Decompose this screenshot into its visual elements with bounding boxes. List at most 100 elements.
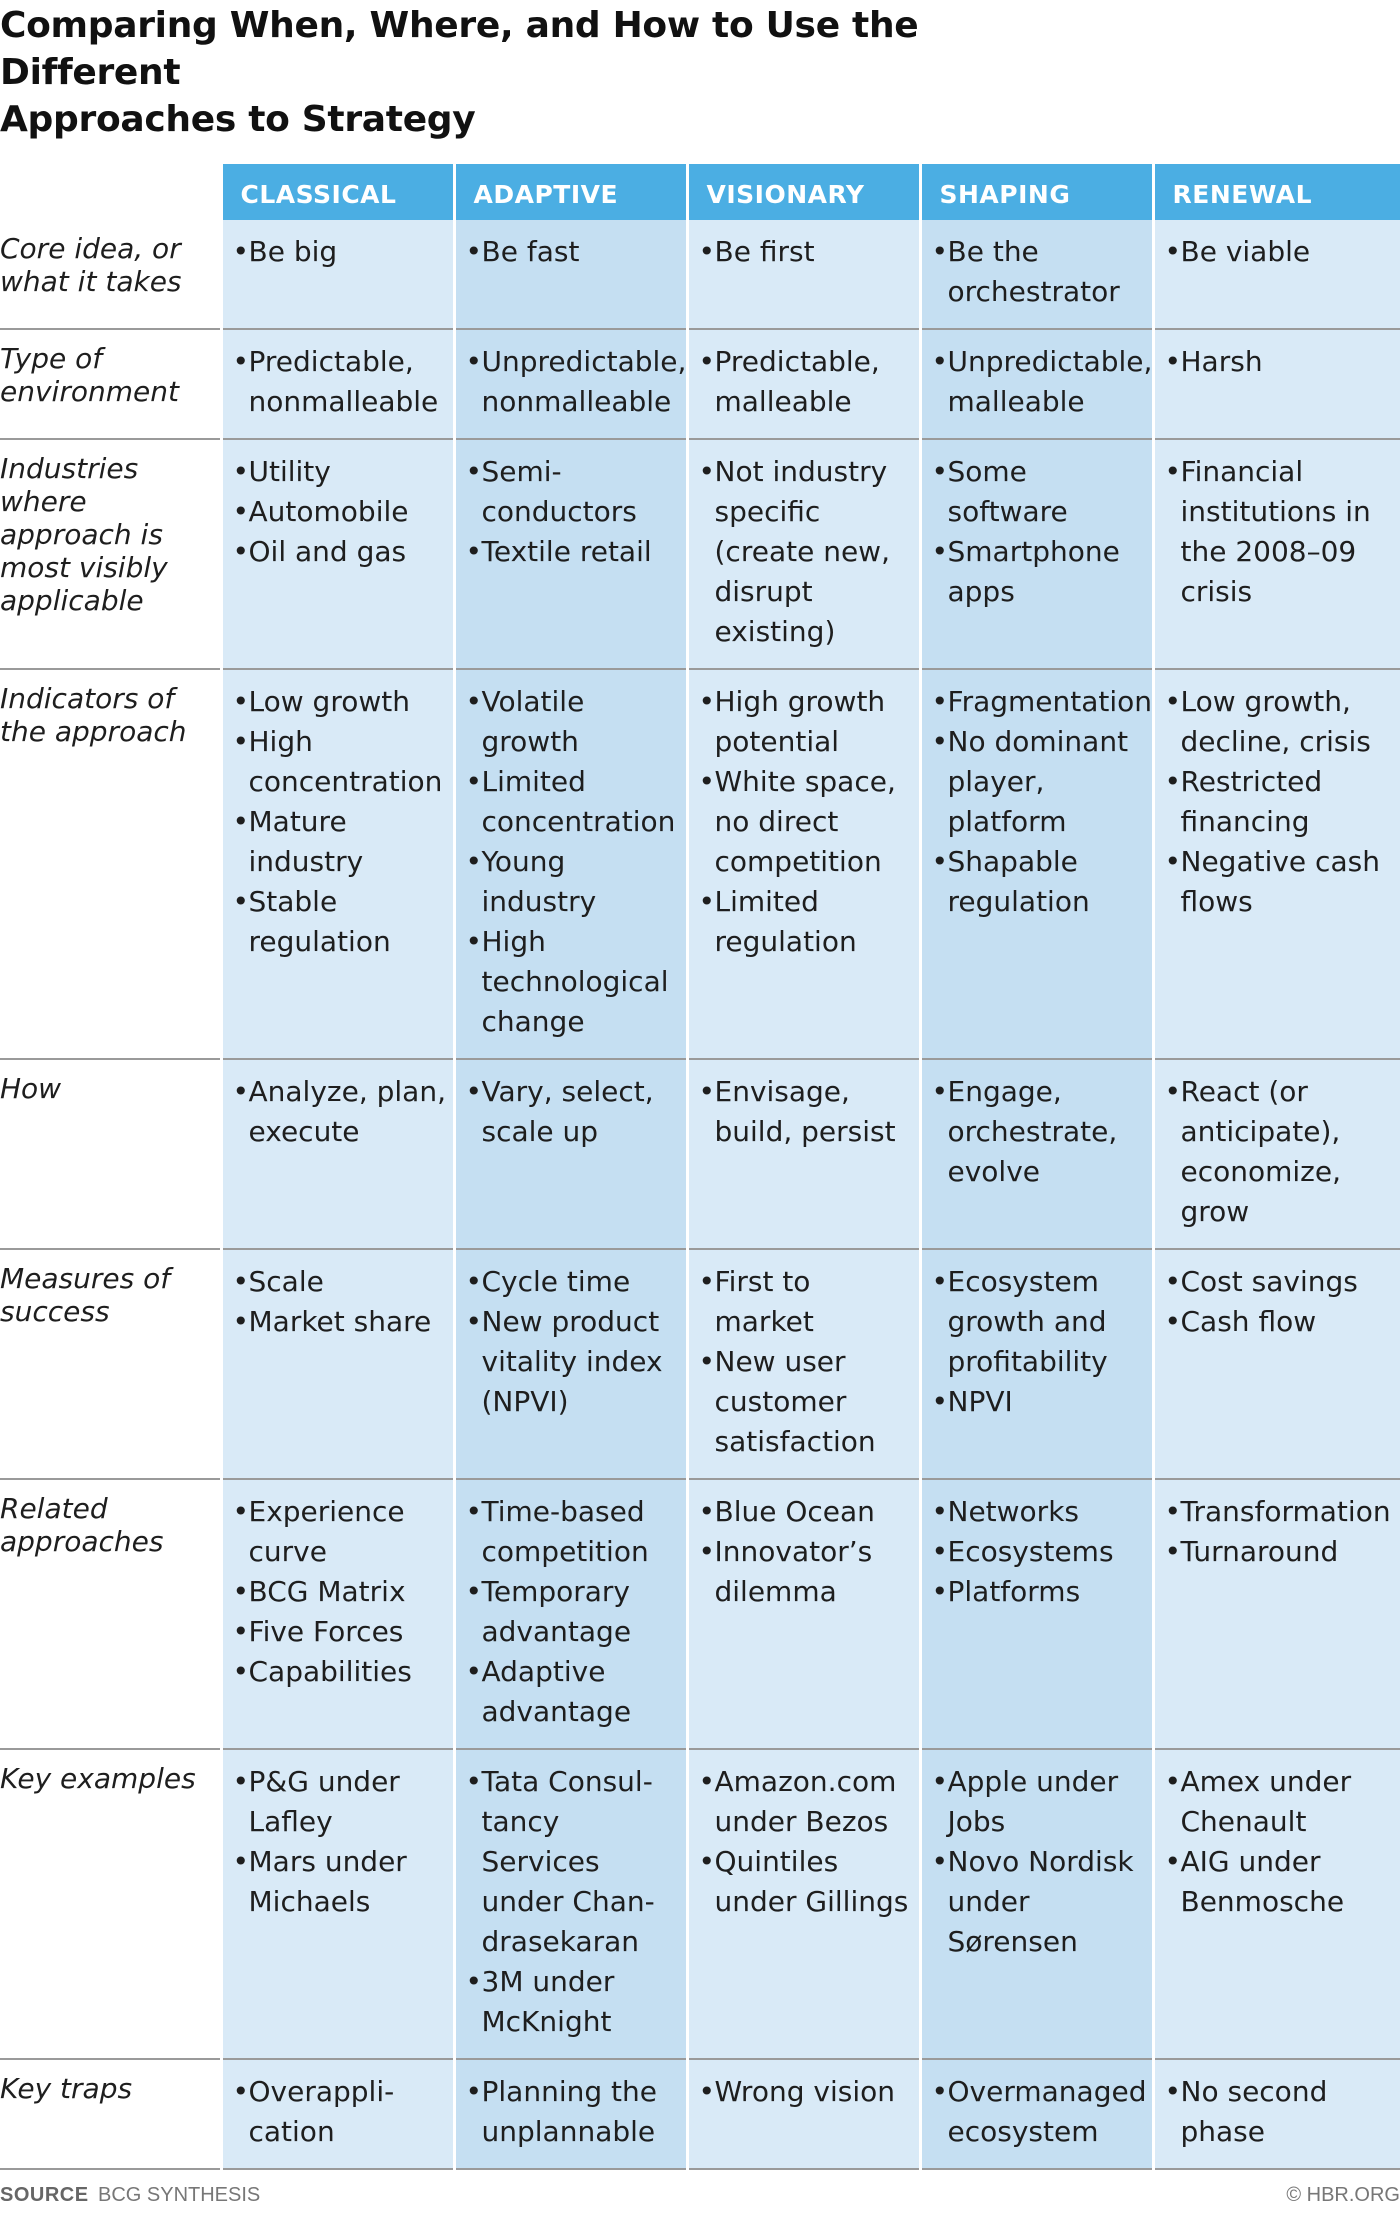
bullet-list: Tata Consul-tancy Services under Chan-dr… — [464, 1762, 682, 2042]
bullet-item: Low growth — [231, 682, 449, 722]
table-cell: Tata Consul-tancy Services under Chan-dr… — [452, 1749, 687, 2060]
column-header-visionary: VISIONARY — [685, 164, 920, 220]
table-cell: Vary, select, scale up — [452, 1059, 687, 1250]
bullet-item: Stable regulation — [231, 882, 449, 962]
table-cell: Predictable, malleable — [685, 329, 920, 440]
source-text: BCG SYNTHESIS — [98, 2184, 261, 2206]
bullet-item: Textile retail — [464, 532, 682, 572]
bullet-list: Be viable — [1163, 232, 1397, 272]
bullet-item: New product vitality index (NPVI) — [464, 1302, 682, 1422]
bullet-list: Analyze, plan, execute — [231, 1072, 449, 1152]
bullet-list: P&G under LafleyMars under Michaels — [231, 1762, 449, 1922]
bullet-item: Overmanaged ecosystem — [930, 2072, 1148, 2152]
bullet-item: Blue Ocean — [697, 1492, 915, 1532]
bullet-list: Be the orchestrator — [930, 232, 1148, 312]
table-cell: P&G under LafleyMars under Michaels — [219, 1749, 454, 2060]
bullet-item: Amex under Chenault — [1163, 1762, 1397, 1842]
bullet-item: Young industry — [464, 842, 682, 922]
row-label: Measures of success — [0, 1249, 221, 1480]
table-cell: Be first — [685, 220, 920, 330]
bullet-item: Low growth, decline, crisis — [1163, 682, 1397, 762]
comparison-table: CLASSICAL ADAPTIVE VISIONARY SHAPING REN… — [0, 164, 1400, 2170]
bullet-item: Automobile — [231, 492, 449, 532]
bullet-list: Apple under JobsNovo Nordisk under Søren… — [930, 1762, 1148, 1962]
bullet-item: Be fast — [464, 232, 682, 272]
row-label: Type of environment — [0, 329, 221, 440]
bullet-item: Unpredictable, nonmalleable — [464, 342, 687, 422]
table-cell: Envisage, build, persist — [685, 1059, 920, 1250]
table-cell: Analyze, plan, execute — [219, 1059, 454, 1250]
table-row: Indicators of the approachLow growthHigh… — [0, 669, 1400, 1060]
table-cell: Ecosystem growth and profitabilityNPVI — [918, 1249, 1153, 1480]
bullet-item: Fragmentation — [930, 682, 1153, 722]
bullet-item: Temporary advantage — [464, 1572, 682, 1652]
bullet-item: Wrong vision — [697, 2072, 915, 2112]
bullet-item: 3M under McKnight — [464, 1962, 682, 2042]
bullet-item: Cost savings — [1163, 1262, 1397, 1302]
bullet-item: Utility — [231, 452, 449, 492]
table-cell: FragmentationNo dominant player, platfor… — [918, 669, 1153, 1060]
bullet-item: Shapable regulation — [930, 842, 1148, 922]
table-cell: Volatile growthLimited concentrationYoun… — [452, 669, 687, 1060]
footer: SOURCE BCG SYNTHESIS © HBR.ORG — [0, 2184, 1400, 2214]
bullet-item: High technological change — [464, 922, 682, 1042]
table-cell: Experience curveBCG MatrixFive ForcesCap… — [219, 1479, 454, 1750]
bullet-item: BCG Matrix — [231, 1572, 449, 1612]
table-cell: Semi-conductorsTextile retail — [452, 439, 687, 670]
table-cell: Low growth, decline, crisisRestricted fi… — [1151, 669, 1400, 1060]
bullet-list: Some softwareSmartphone apps — [930, 452, 1148, 612]
bullet-item: Five Forces — [231, 1612, 449, 1652]
table-row: Measures of successScaleMarket shareCycl… — [0, 1249, 1400, 1480]
table-row: Core idea, or what it takesBe big Be fast… — [0, 220, 1400, 330]
row-label: Key examples — [0, 1749, 221, 2060]
bullet-item: Amazon.com under Bezos — [697, 1762, 915, 1842]
bullet-item: Volatile growth — [464, 682, 682, 762]
bullet-item: Oil and gas — [231, 532, 449, 572]
bullet-list: Overappli-cation — [231, 2072, 449, 2152]
bullet-item: Capabilities — [231, 1652, 449, 1692]
bullet-item: Mature industry — [231, 802, 449, 882]
row-label: How — [0, 1059, 221, 1250]
bullet-list: TransformationTurnaround — [1163, 1492, 1397, 1572]
bullet-item: Limited concentration — [464, 762, 682, 842]
bullet-list: Financial institutions in the 2008–09 cr… — [1163, 452, 1397, 612]
bullet-list: High growth potentialWhite space, no dir… — [697, 682, 915, 962]
table-cell: Blue OceanInnovator’s dilemma — [685, 1479, 920, 1750]
table-cell: Cost savingsCash flow — [1151, 1249, 1400, 1480]
bullet-item: Networks — [930, 1492, 1148, 1532]
row-label: Indicators of the approach — [0, 669, 221, 1060]
bullet-list: UtilityAutomobileOil and gas — [231, 452, 449, 572]
bullet-item: Be big — [231, 232, 449, 272]
row-label: Key traps — [0, 2059, 221, 2170]
table-cell: Time-based competitionTemporary advantag… — [452, 1479, 687, 1750]
bullet-list: First to marketNew user customer satisfa… — [697, 1262, 915, 1462]
bullet-list: Cost savingsCash flow — [1163, 1262, 1397, 1342]
bullet-list: Planning the unplannable — [464, 2072, 682, 2152]
table-cell: React (or anticipate), economize, grow — [1151, 1059, 1400, 1250]
table-cell: Engage, orchestrate, evolve — [918, 1059, 1153, 1250]
bullet-item: Mars under Michaels — [231, 1842, 449, 1922]
table-cell: Financial institutions in the 2008–09 cr… — [1151, 439, 1400, 670]
bullet-list: Cycle timeNew product vitality index (NP… — [464, 1262, 682, 1422]
table-cell: Be fast — [452, 220, 687, 330]
bullet-item: Experience curve — [231, 1492, 449, 1572]
table-row: Key trapsOverappli-cationPlanning the un… — [0, 2059, 1400, 2170]
table-cell: Overmanaged ecosystem — [918, 2059, 1153, 2170]
bullet-item: Be first — [697, 232, 915, 272]
table-cell: High growth potentialWhite space, no dir… — [685, 669, 920, 1060]
bullet-item: Cash flow — [1163, 1302, 1397, 1342]
bullet-list: ScaleMarket share — [231, 1262, 449, 1342]
bullet-item: Negative cash flows — [1163, 842, 1397, 922]
row-label: Core idea, or what it takes — [0, 220, 221, 330]
bullet-list: Low growth, decline, crisisRestricted fi… — [1163, 682, 1397, 922]
bullet-item: Vary, select, scale up — [464, 1072, 682, 1152]
bullet-list: NetworksEcosystemsPlatforms — [930, 1492, 1148, 1612]
bullet-list: Engage, orchestrate, evolve — [930, 1072, 1148, 1192]
bullet-item: White space, no direct competition — [697, 762, 915, 882]
bullet-list: No second phase — [1163, 2072, 1397, 2152]
source-label: SOURCE — [0, 2184, 89, 2206]
table-cell: Low growthHigh concentrationMature indus… — [219, 669, 454, 1060]
bullet-list: Time-based competitionTemporary advantag… — [464, 1492, 682, 1732]
table-cell: Amex under ChenaultAIG under Benmosche — [1151, 1749, 1400, 2060]
bullet-list: Volatile growthLimited concentrationYoun… — [464, 682, 682, 1042]
